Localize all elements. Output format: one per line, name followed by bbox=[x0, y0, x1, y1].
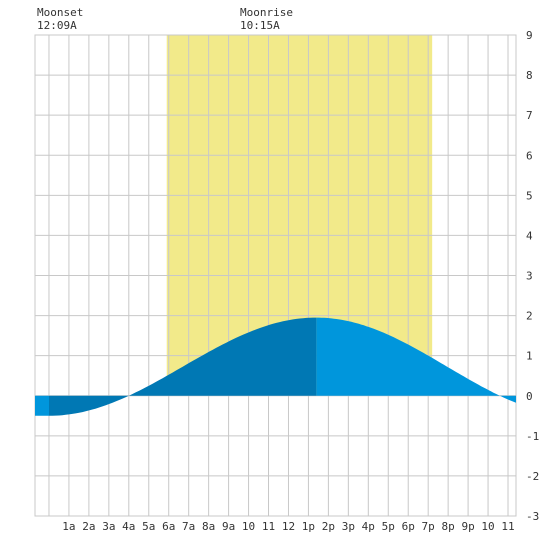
x-tick-label: 7a bbox=[182, 520, 195, 533]
y-tick-label: -3 bbox=[526, 510, 539, 523]
x-tick-label: 2a bbox=[82, 520, 95, 533]
x-tick-label: 1a bbox=[62, 520, 75, 533]
y-tick-label: 4 bbox=[526, 229, 533, 242]
x-tick-label: 11 bbox=[262, 520, 275, 533]
x-tick-label: 9p bbox=[461, 520, 474, 533]
y-tick-label: 7 bbox=[526, 109, 533, 122]
x-tick-label: 7p bbox=[422, 520, 435, 533]
tide-area-rising bbox=[49, 317, 317, 416]
moonrise-time: 10:15A bbox=[240, 19, 280, 32]
moonset-label: Moonset bbox=[37, 6, 83, 19]
y-tick-label: -2 bbox=[526, 470, 539, 483]
tide-area-falling bbox=[316, 317, 516, 403]
y-tick-label: 5 bbox=[526, 189, 533, 202]
tide-area-rising-early bbox=[35, 395, 49, 416]
x-axis: 1a 2a 3a 4a 5a 6a 7a 8a 9a 10 11 12 1p 2p 3p 4p 5p 6p 7p 8p… bbox=[62, 520, 514, 533]
y-axis: 9 8 7 6 5 4 3 2 1 0 -1 -2 -3 bbox=[526, 29, 539, 523]
x-tick-label: 11 bbox=[501, 520, 514, 533]
moonrise-label: Moonrise bbox=[240, 6, 293, 19]
y-tick-label: 1 bbox=[526, 350, 533, 363]
y-tick-label: 0 bbox=[526, 390, 533, 403]
plot-border bbox=[34, 34, 517, 517]
x-tick-label: 10 bbox=[242, 520, 255, 533]
x-tick-label: 8p bbox=[442, 520, 455, 533]
y-tick-label: 2 bbox=[526, 310, 533, 323]
moonset-time: 12:09A bbox=[37, 19, 77, 32]
x-tick-label: 9a bbox=[222, 520, 235, 533]
grid bbox=[34, 34, 517, 517]
y-tick-label: 9 bbox=[526, 29, 533, 42]
y-tick-label: 8 bbox=[526, 69, 533, 82]
x-tick-label: 6a bbox=[162, 520, 175, 533]
x-tick-label: 5p bbox=[382, 520, 395, 533]
x-tick-label: 3a bbox=[102, 520, 115, 533]
y-tick-label: 3 bbox=[526, 270, 533, 283]
y-tick-label: 6 bbox=[526, 149, 533, 162]
x-tick-label: 1p bbox=[302, 520, 315, 533]
x-tick-label: 4p bbox=[362, 520, 375, 533]
y-tick-label: -1 bbox=[526, 430, 539, 443]
x-tick-label: 6p bbox=[402, 520, 415, 533]
x-tick-label: 2p bbox=[322, 520, 335, 533]
x-tick-label: 3p bbox=[342, 520, 355, 533]
x-tick-label: 5a bbox=[142, 520, 155, 533]
x-tick-label: 10 bbox=[481, 520, 494, 533]
tide-series bbox=[35, 317, 516, 416]
x-tick-label: 8a bbox=[202, 520, 215, 533]
x-tick-label: 4a bbox=[122, 520, 135, 533]
x-tick-label: 12 bbox=[282, 520, 295, 533]
